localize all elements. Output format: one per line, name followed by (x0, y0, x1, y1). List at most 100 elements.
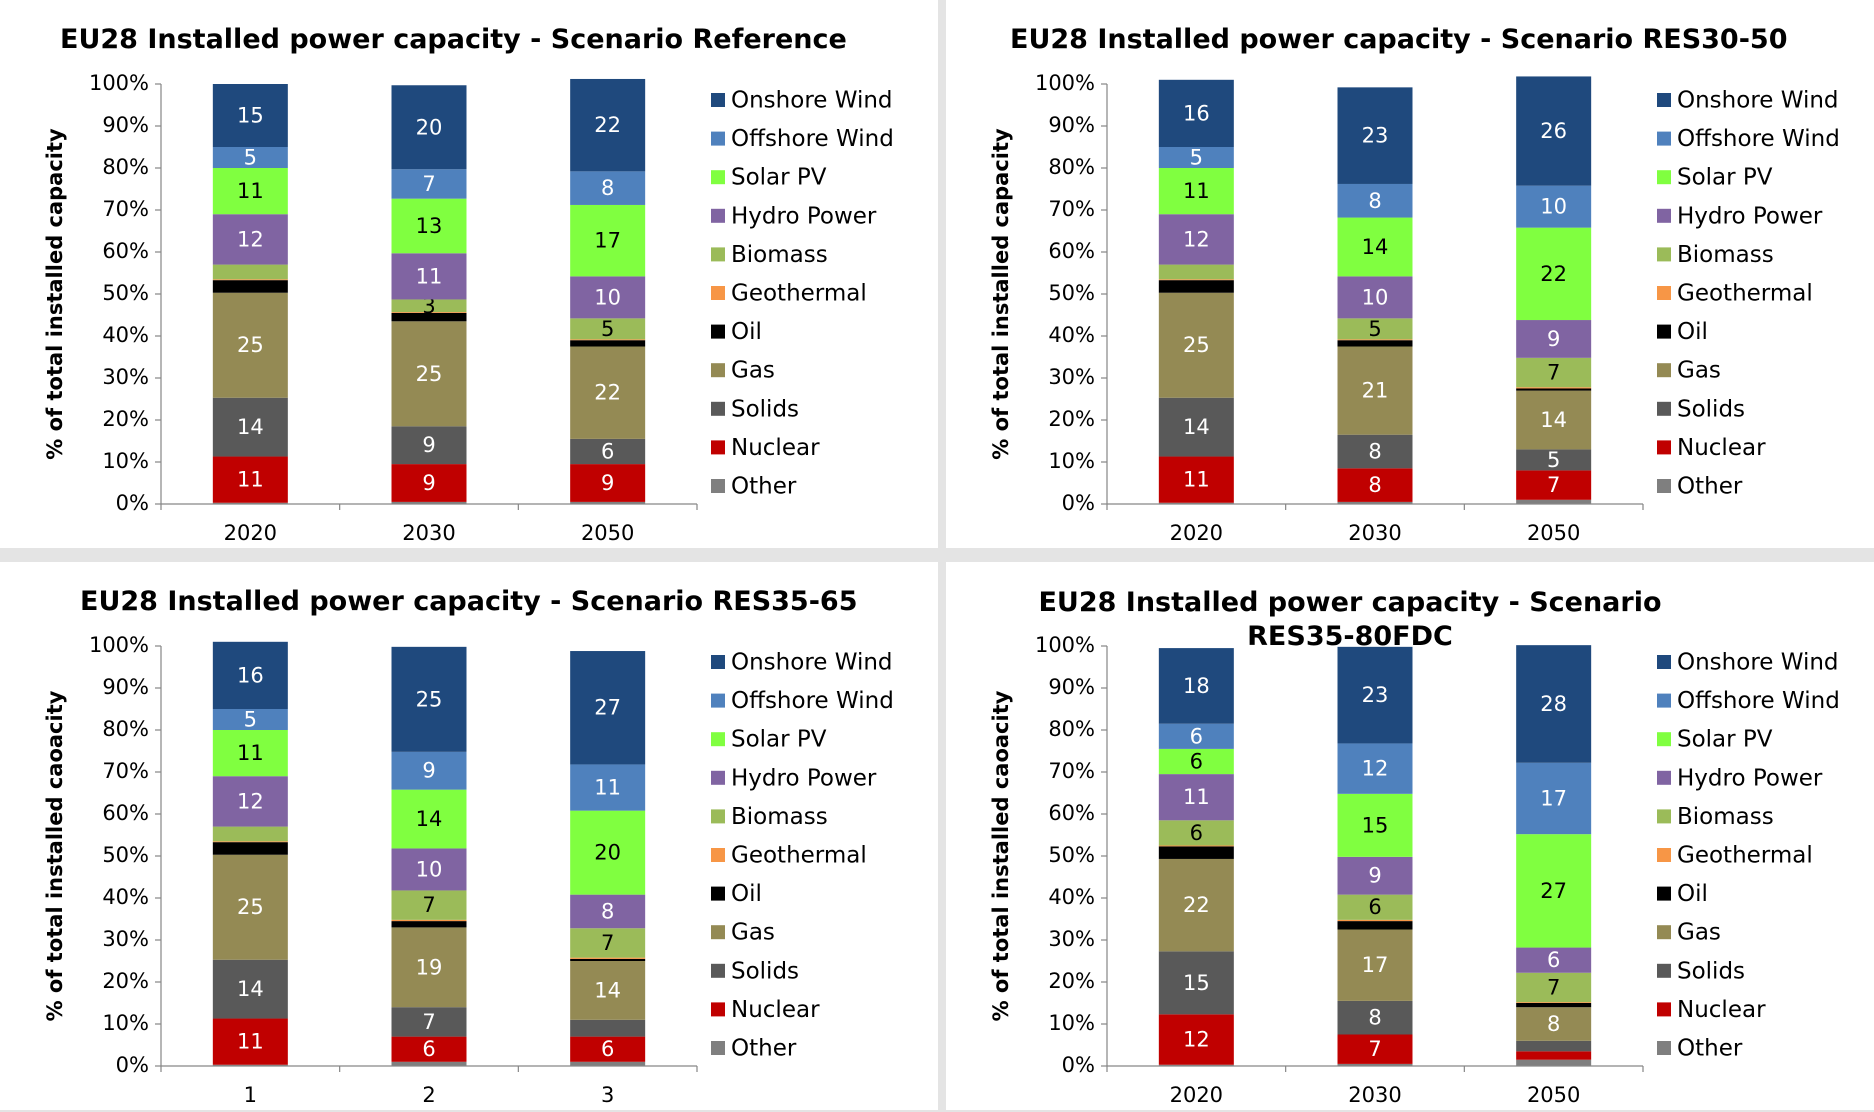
data-label: 27 (1540, 879, 1567, 903)
legend-label: Onshore Wind (731, 88, 893, 114)
legend-swatch (711, 732, 725, 747)
bar-segment (1516, 185, 1592, 228)
legend-label: Hydro Power (1677, 765, 1823, 791)
bar-segment (212, 709, 288, 730)
bar-segment (391, 426, 467, 465)
bar-segment (1516, 227, 1592, 321)
bar-segment (1158, 147, 1234, 168)
legend-label: Other (731, 474, 797, 500)
chart: % of total installed capacity 0% 10% 20% 30%… (989, 71, 1840, 545)
y-tick-label: 20% (1048, 407, 1095, 431)
bar-segment (570, 346, 646, 439)
bar-segment (212, 730, 288, 777)
y-tick-label: 100% (89, 71, 149, 95)
bar-segment (212, 826, 288, 842)
legend-swatch (711, 809, 725, 824)
legend-swatch (1657, 208, 1671, 223)
bar-segment (212, 168, 288, 215)
bar-segment (570, 961, 646, 1020)
legend-label: Other (1677, 1036, 1743, 1062)
bar-segment (1337, 921, 1413, 930)
bar-segment (1337, 318, 1413, 340)
bar-segment (391, 312, 467, 313)
bar-segment (212, 1018, 288, 1065)
bar-segment (391, 1007, 467, 1037)
bar-segment (570, 894, 646, 929)
data-label: 25 (416, 362, 443, 386)
data-label: 6 (1547, 948, 1560, 972)
legend-swatch (1657, 732, 1671, 747)
legend-swatch (711, 363, 725, 378)
legend-label: Oil (731, 319, 762, 345)
data-label: 11 (1183, 468, 1210, 492)
y-tick-label: 80% (102, 717, 149, 741)
bar-segment (570, 928, 646, 958)
data-label: 7 (1547, 975, 1560, 999)
x-tick-label: 2030 (1348, 1083, 1401, 1107)
data-label: 11 (1183, 785, 1210, 809)
bar-segment (1158, 280, 1234, 293)
bar-segment (391, 848, 467, 891)
bar-segment (1158, 79, 1234, 147)
data-label: 8 (1547, 1012, 1560, 1036)
bar-segment (1337, 793, 1413, 857)
bar-segment (212, 84, 288, 147)
bar-segment (570, 438, 646, 465)
bar-segment (391, 85, 467, 170)
bar-segment (1516, 645, 1592, 763)
data-label: 6 (601, 440, 614, 464)
legend-swatch (711, 208, 725, 223)
bar-segment (212, 641, 288, 709)
bar-segment (570, 1036, 646, 1062)
bar-segment (1158, 214, 1234, 265)
data-label: 22 (594, 381, 621, 405)
data-label: 5 (1368, 317, 1381, 341)
data-label: 11 (237, 179, 264, 203)
bar-segment (570, 204, 646, 277)
y-axis-label: % of total installed capacity (43, 128, 67, 460)
chart: % of total installed capacity 0% 10% 20% 30%… (43, 71, 894, 545)
x-tick-label: 2 (422, 1083, 435, 1107)
y-tick-label: 20% (102, 407, 149, 431)
bar-segment (1337, 217, 1413, 277)
legend-label: Biomass (731, 242, 828, 268)
bar-segment (391, 501, 467, 504)
y-tick-label: 30% (102, 927, 149, 951)
bar-segment (1337, 646, 1413, 744)
bar-segment (1337, 276, 1413, 319)
legend-swatch (711, 963, 725, 978)
x-tick-label: 3 (601, 1083, 614, 1107)
data-label: 17 (1540, 786, 1567, 810)
y-tick-label: 60% (102, 801, 149, 825)
bar-segment (1337, 468, 1413, 502)
data-label: 6 (1190, 750, 1203, 774)
data-label: 8 (1368, 440, 1381, 464)
bar-segment (212, 147, 288, 168)
bar-segment (391, 1061, 467, 1066)
y-tick-label: 90% (1048, 675, 1095, 699)
legend-swatch (1657, 170, 1671, 185)
data-label: 12 (237, 789, 264, 813)
data-label: 27 (594, 696, 621, 720)
legend-label: Offshore Wind (1677, 126, 1840, 152)
y-tick-label: 40% (1048, 885, 1095, 909)
bar-segment (1516, 320, 1592, 358)
legend-swatch (711, 170, 725, 185)
data-label: 14 (416, 807, 443, 831)
bar-segment (391, 198, 467, 254)
y-tick-label: 70% (1048, 759, 1095, 783)
bar-segment (1158, 820, 1234, 846)
data-label: 7 (422, 172, 435, 196)
y-tick-label: 80% (102, 155, 149, 179)
legend-swatch (1657, 809, 1671, 824)
data-label: 6 (422, 1037, 435, 1061)
y-tick-label: 40% (102, 885, 149, 909)
y-tick-label: 100% (1035, 633, 1095, 657)
legend-swatch (1657, 925, 1671, 940)
legend-swatch (1657, 1002, 1671, 1017)
legend-swatch (711, 479, 725, 493)
bar-segment (570, 501, 646, 504)
data-label: 5 (1190, 146, 1203, 170)
legend-label: Onshore Wind (1677, 650, 1839, 676)
bar-segment (1337, 894, 1413, 920)
